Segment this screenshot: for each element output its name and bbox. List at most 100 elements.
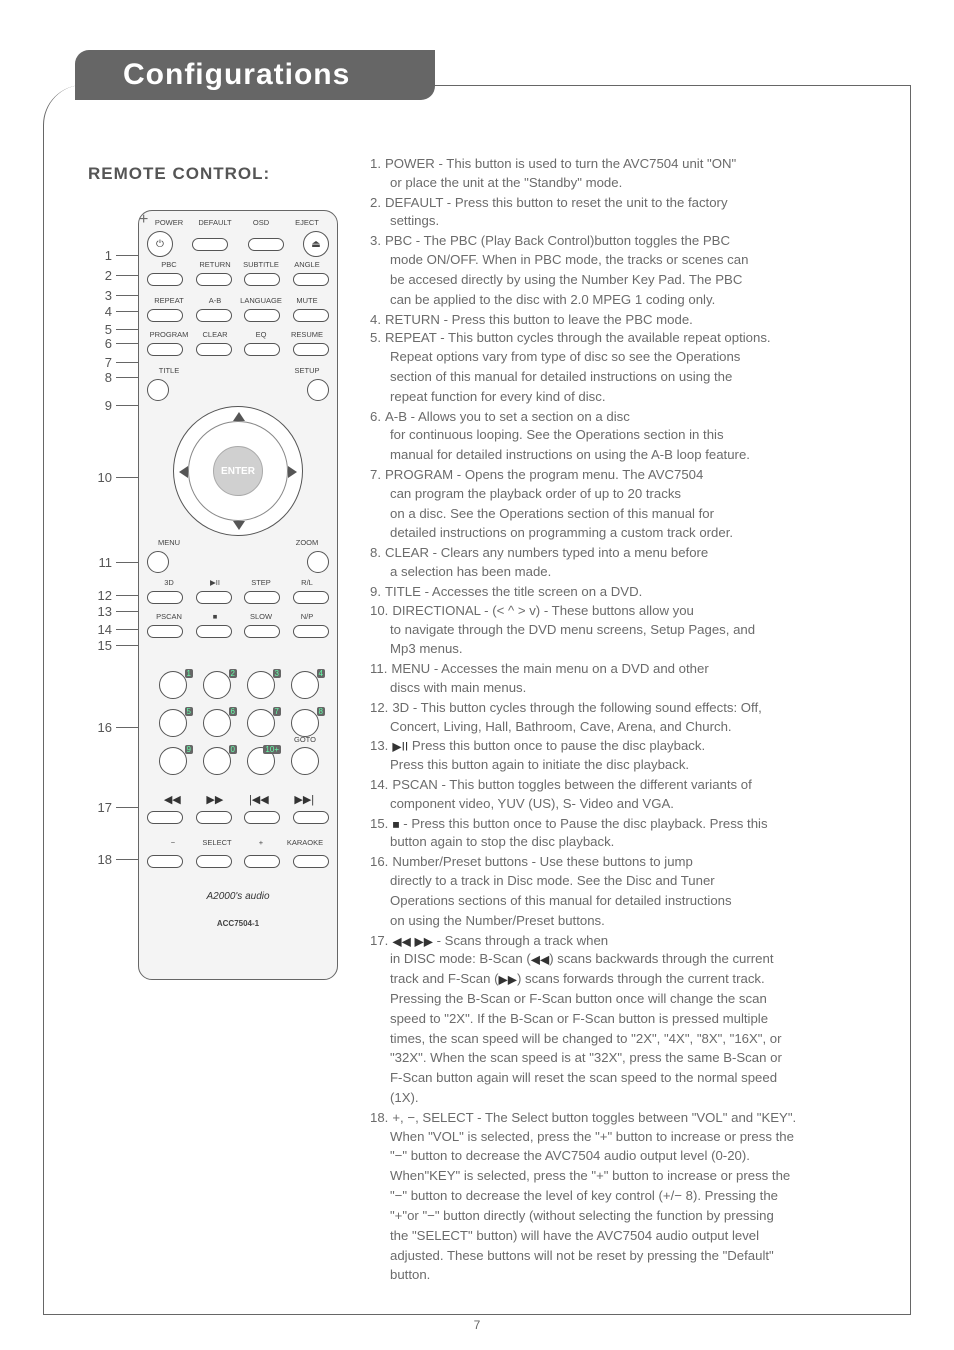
desc-cont: "32X". When the scan speed is at "32X", … — [370, 1049, 920, 1067]
num-button — [291, 671, 319, 699]
eq-button — [244, 343, 280, 356]
numpad-cell: 9 — [151, 747, 195, 775]
setup-button — [307, 379, 329, 401]
numpad-cell: 10+ — [239, 747, 283, 775]
desc-cont: can be applied to the disc with 2.0 MPEG… — [370, 291, 920, 309]
remote-row3-btns — [147, 309, 329, 322]
remote-body: POWERDEFAULTOSDEJECT ⏻ ⏏ PBCRETURNSUBTIT… — [138, 210, 338, 980]
page: Configurations REMOTE CONTROL: 123456789… — [0, 0, 954, 1350]
desc-item: 15.■ - Press this button once to Pause t… — [370, 815, 920, 833]
title-button — [147, 379, 169, 401]
next-button — [293, 811, 329, 824]
desc-item: 17. ◀◀ ▶▶ - Scans through a track when — [370, 932, 920, 950]
desc-cont: manual for detailed instructions on usin… — [370, 446, 920, 464]
remote-label: POWER — [147, 219, 191, 227]
header-bar: Configurations — [75, 50, 435, 100]
remote-row3-labels: REPEATA-BLANGUAGEMUTE — [147, 297, 329, 305]
desc-item: 6.A-B - Allows you to set a section on a… — [370, 408, 920, 426]
desc-cont: "−" button to decrease the AVC7504 audio… — [370, 1147, 920, 1165]
ab-button — [196, 309, 232, 322]
3d-button — [147, 591, 183, 604]
desc-cont: repeat function for every kind of disc. — [370, 388, 920, 406]
transport-glyph: |◀◀ — [249, 793, 269, 806]
remote-label: TITLE — [147, 367, 191, 375]
transport-btns — [147, 811, 329, 824]
default-button — [192, 238, 228, 251]
num-button — [247, 671, 275, 699]
num-button — [159, 671, 187, 699]
desc-item: 7.PROGRAM - Opens the program menu. The … — [370, 466, 920, 484]
remote-label: RETURN — [193, 261, 237, 269]
brand-logo: A2000's audio — [206, 891, 269, 902]
page-number: 7 — [474, 1318, 481, 1332]
desc-cont: "−" button to decrease the level of key … — [370, 1187, 920, 1205]
remote-label: MUTE — [285, 297, 329, 305]
subtitle-button — [244, 273, 280, 286]
num-button — [159, 709, 187, 737]
numpad-cell: 4 — [283, 671, 327, 699]
desc-item: 11.MENU - Accesses the main menu on a DV… — [370, 660, 920, 678]
remote-label: PBC — [147, 261, 191, 269]
slow-button — [244, 625, 280, 638]
desc-cont: Pressing the B-Scan or F-Scan button onc… — [370, 990, 920, 1008]
remote-row8-btns — [147, 625, 329, 638]
num-button — [247, 709, 275, 737]
select-button — [196, 855, 232, 868]
remote-label: A-B — [193, 297, 237, 305]
power-button: ⏻ — [147, 231, 173, 257]
desc-cont: discs with main menus. — [370, 679, 920, 697]
remote-label: LANGUAGE — [239, 297, 283, 305]
desc-cont: button. — [370, 1266, 920, 1284]
dpad: ENTER — [173, 406, 303, 536]
prev-button — [244, 811, 280, 824]
desc-item: 18.+, −, SELECT - The Select button togg… — [370, 1109, 920, 1127]
num-button — [203, 709, 231, 737]
numpad-cell: 6 — [195, 709, 239, 737]
arrow-left-icon — [179, 466, 188, 478]
remote-diagram-wrap: 123456789101112131415161718 POWERDEFAULT… — [88, 210, 348, 990]
desc-cont: Mp3 menus. — [370, 640, 920, 658]
clear-button — [196, 343, 232, 356]
remote-label: ZOOM — [285, 539, 329, 547]
num-button — [203, 747, 231, 775]
transport-row: ◀◀▶▶|◀◀▶▶| — [151, 793, 327, 806]
numpad-cell: GOTO — [283, 747, 327, 775]
remote-label: R/L — [285, 579, 329, 587]
desc-item: 3.PBC - The PBC (Play Back Control)butto… — [370, 232, 920, 250]
remote-row1-labels: POWERDEFAULTOSDEJECT — [147, 219, 329, 227]
desc-cont: can program the playback order of up to … — [370, 485, 920, 503]
section-title: REMOTE CONTROL: — [88, 164, 270, 184]
numpad-cell: 1 — [151, 671, 195, 699]
remote-label: EJECT — [285, 219, 329, 227]
playpause-button — [196, 591, 232, 604]
desc-item: 16.Number/Preset buttons - Use these but… — [370, 853, 920, 871]
num-button — [159, 747, 187, 775]
desc-cont: to navigate through the DVD menu screens… — [370, 621, 920, 639]
ff-button — [196, 811, 232, 824]
select-label: KARAOKE — [283, 839, 327, 847]
mute-button — [293, 309, 329, 322]
desc-item: 2.DEFAULT - Press this button to reset t… — [370, 194, 920, 212]
remote-label: STEP — [239, 579, 283, 587]
menu-button — [147, 551, 169, 573]
transport-glyph: ◀◀ — [164, 793, 181, 806]
select-label: SELECT — [195, 839, 239, 847]
eject-button: ⏏ — [303, 231, 329, 257]
desc-cont: settings. — [370, 212, 920, 230]
remote-row5-btns — [147, 379, 329, 401]
desc-cont: component video, YUV (US), S- Video and … — [370, 795, 920, 813]
model-number: ACC7504-1 — [217, 919, 259, 928]
select-row: −SELECT+KARAOKE — [151, 839, 327, 847]
pscan-button — [147, 625, 183, 638]
remote-label: N/P — [285, 613, 329, 621]
rewind-button — [147, 811, 183, 824]
remote-label: CLEAR — [193, 331, 237, 339]
remote-label: DEFAULT — [193, 219, 237, 227]
numpad-cell: 0 — [195, 747, 239, 775]
desc-cont: Repeat options vary from type of disc so… — [370, 348, 920, 366]
arrow-up-icon — [233, 412, 245, 421]
remote-row7-btns — [147, 591, 329, 604]
desc-cont: Operations sections of this manual for d… — [370, 892, 920, 910]
desc-cont: speed to "2X". If the B-Scan or F-Scan b… — [370, 1010, 920, 1028]
desc-item: 13.▶II Press this button once to pause t… — [370, 737, 920, 755]
